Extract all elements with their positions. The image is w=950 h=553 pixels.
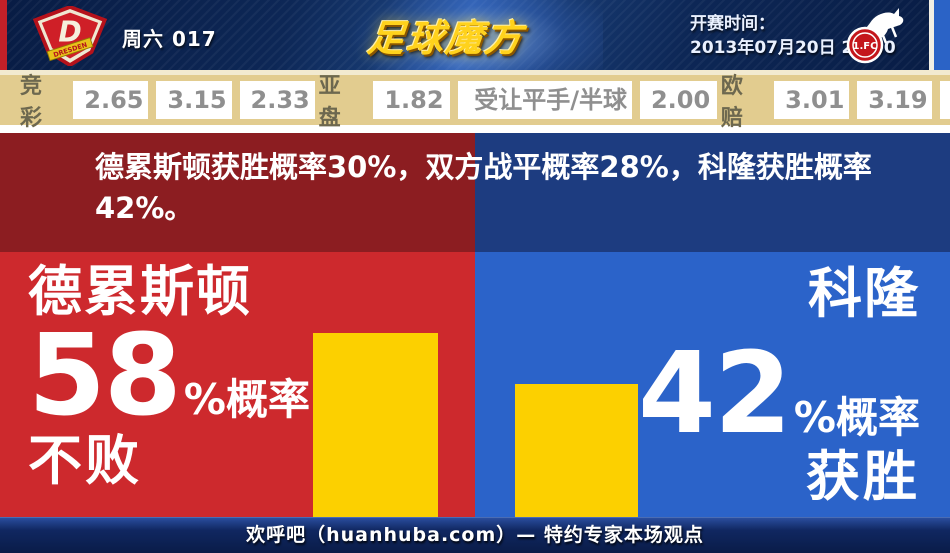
odds-group-yapan: 亚盘 1.82 受让平手/半球 2.00 xyxy=(319,68,721,132)
jingcai-away-odds: 2.33 xyxy=(239,81,315,119)
footer-credit: 欢呼吧（huanhuba.com）— 特约专家本场观点 xyxy=(246,524,704,546)
header-bar: D DRESDEN 周六 017 足球魔方 开赛时间： 2013年07月20日 … xyxy=(0,0,950,70)
jingcai-home-odds: 2.65 xyxy=(73,81,149,119)
away-stat-block: 科隆 42 %概率 获胜 xyxy=(638,262,920,508)
home-probability-unit: %概率 xyxy=(183,375,310,424)
oupei-draw-odds: 3.19 xyxy=(857,81,933,119)
kickoff-datetime: 2013年07月20日 21:30 xyxy=(690,38,896,58)
koln-crest-icon: 1.FC xyxy=(842,7,906,65)
right-accent-stripe xyxy=(934,0,950,70)
oupei-label: 欧赔 xyxy=(720,74,744,131)
right-edge-gap xyxy=(929,0,934,70)
dresden-crest-icon: D DRESDEN xyxy=(32,4,108,68)
home-probability-bar xyxy=(313,333,438,517)
yapan-handicap: 受让平手/半球 xyxy=(458,81,632,119)
away-probability-value: 42 xyxy=(638,329,792,459)
home-stat-block: 德累斯顿 58 %概率 不败 xyxy=(28,260,310,492)
kickoff-time-block: 开赛时间： 2013年07月20日 21:30 xyxy=(690,12,896,60)
koln-badge-text: 1.FC xyxy=(853,41,878,52)
home-big-row: 58 %概率 xyxy=(28,311,310,441)
probability-summary: 德累斯顿获胜概率30%，双方战平概率28%，科隆获胜概率42%。 xyxy=(95,150,872,225)
away-probability-bar xyxy=(515,384,638,517)
odds-row: 竞彩 2.65 3.15 2.33 亚盘 1.82 受让平手/半球 2.00 欧… xyxy=(0,70,950,131)
yapan-away-odds: 2.00 xyxy=(639,81,717,119)
yapan-label: 亚盘 xyxy=(318,74,342,131)
jingcai-draw-odds: 3.15 xyxy=(156,81,232,119)
away-big-row: 42 %概率 xyxy=(638,329,920,459)
away-probability-unit: %概率 xyxy=(793,393,920,442)
brand-logo: 足球魔方 xyxy=(348,0,603,70)
home-outcome-label: 不败 xyxy=(28,429,142,492)
home-team-name: 德累斯顿 xyxy=(28,260,252,323)
oupei-away-odds: 2.26 xyxy=(940,81,950,119)
odds-group-jingcai: 竞彩 2.65 3.15 2.33 xyxy=(20,68,319,132)
summary-band-home-bg xyxy=(0,133,475,252)
left-accent-stripe xyxy=(0,0,7,70)
yapan-home-odds: 1.82 xyxy=(373,81,451,119)
away-team-name: 科隆 xyxy=(808,262,920,325)
stat-panels: 德累斯顿 58 %概率 不败 科隆 42 %概率 获胜 xyxy=(0,252,950,517)
odds-group-oupei: 欧赔 3.01 3.19 2.26 xyxy=(721,68,950,132)
summary-band-away-bg xyxy=(475,133,950,252)
summary-band: 德累斯顿获胜概率30%，双方战平概率28%，科隆获胜概率42%。 xyxy=(0,133,950,252)
home-probability-value: 58 xyxy=(28,311,182,441)
away-outcome-label: 获胜 xyxy=(806,445,920,508)
brand-logo-text: 足球魔方 xyxy=(365,17,526,60)
footer-bar: 欢呼吧（huanhuba.com）— 特约专家本场观点 xyxy=(0,517,950,553)
dresden-letter: D xyxy=(58,16,81,49)
kickoff-label: 开赛时间： xyxy=(690,14,775,34)
match-number-label: 周六 017 xyxy=(122,27,217,51)
jingcai-label: 竞彩 xyxy=(20,74,44,131)
oupei-home-odds: 3.01 xyxy=(774,81,850,119)
